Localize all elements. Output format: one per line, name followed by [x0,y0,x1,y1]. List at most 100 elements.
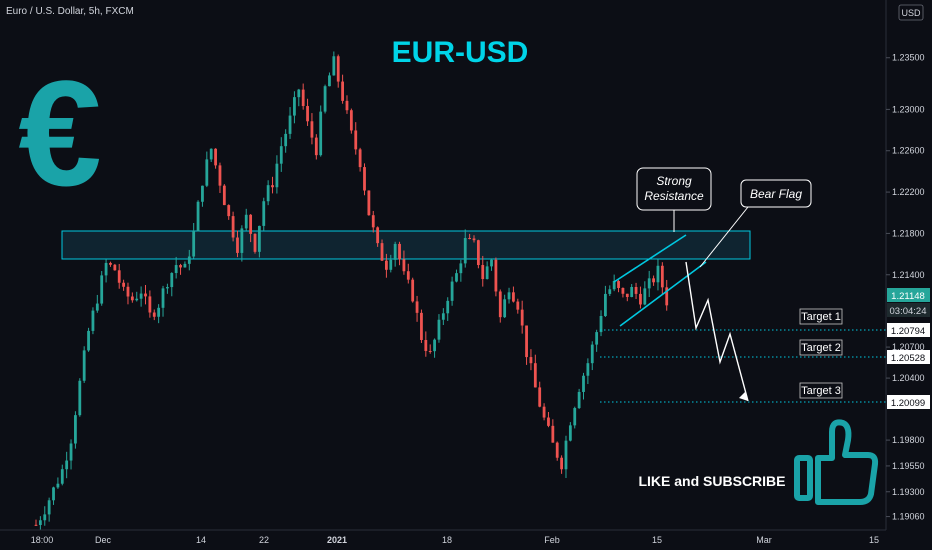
candle-body [157,307,161,317]
countdown-label: 03:04:24 [890,306,927,317]
candle-body [529,357,533,364]
candle-body [472,238,476,241]
candle-body [135,298,139,301]
candle-body [542,406,546,418]
candle-body [95,303,99,311]
candle-body [608,289,612,294]
candle-body [345,100,349,111]
price-tick-label: 1.21400 [892,270,925,280]
candle-body [555,442,559,458]
candle-body [656,265,660,283]
target-1-price-badge [887,323,930,337]
candlestick-series [34,51,669,530]
candle-body [47,500,51,515]
target-2-tag [799,339,843,356]
candle-body [446,300,450,314]
candle-body [82,350,86,381]
projection-path [685,261,749,402]
resistance-zone [61,230,751,260]
candle-body [69,443,73,461]
candle-body [358,149,362,168]
candle-body [257,225,261,252]
bear-flag-label: Bear Flag [750,187,802,201]
candle-body [643,288,647,305]
candle-body [617,281,620,288]
candle-body [297,89,301,98]
candle-body [660,265,664,288]
time-tick-label: 14 [196,535,206,545]
candle-body [236,237,239,253]
candle-body [354,130,358,150]
candle-body [275,163,279,188]
price-tick-label: 1.19060 [892,512,925,522]
candle-body [161,288,165,308]
candle-body [148,296,152,313]
candle-body [411,279,415,302]
candle-body [625,293,629,297]
countdown-badge [887,303,930,317]
price-tick-label: 1.21800 [892,228,925,238]
candle-body [599,316,603,333]
target-1-label: Target 1 [801,311,841,323]
target-3-label: Target 3 [801,385,841,397]
time-tick-label: 15 [652,535,662,545]
candle-body [100,275,104,304]
candle-body [393,243,397,260]
candle-body [152,312,156,317]
candle-body [174,265,178,274]
candle-body [525,325,528,358]
time-tick-label: 22 [259,535,269,545]
candle-body [433,339,436,352]
candle-body [284,133,288,147]
candle-body [288,115,292,134]
candle-body [582,375,585,392]
candle-body [183,263,187,268]
price-tick-label: 1.19300 [892,487,925,497]
price-axis[interactable]: 1.19060 1.19300 1.19550 1.19800 1.20400 1.207… [886,53,925,522]
price-tick-label: 1.22200 [892,187,925,197]
candle-body [376,227,380,244]
candle-body [630,286,634,297]
candle-body [218,165,222,186]
candle-body [227,205,231,217]
candle-body [573,408,577,426]
candle-body [547,417,550,426]
candle-body [459,263,463,274]
candle-body [310,121,314,138]
candle-body [279,146,283,164]
time-axis[interactable]: 18:00 Dec 14 22 2021 18 Feb 15 Mar 15 [31,535,879,545]
candle-body [201,185,204,202]
time-tick-label: 2021 [327,535,347,545]
candle-body [205,159,209,186]
candle-body [577,391,581,409]
strong-resistance-line-2: Resistance [644,189,704,203]
flag-lower-line [619,261,707,327]
candle-body [604,293,607,317]
candle-body [468,238,472,240]
candle-body [385,260,388,270]
candle-body [402,259,406,272]
candle-body [196,201,200,232]
like-subscribe-text: LIKE and SUBSCRIBE [638,473,785,489]
candle-body [323,86,327,112]
candle-body [126,286,130,297]
candle-body [586,363,590,376]
price-tick-label: 1.19550 [892,461,925,471]
current-price-label: 1.21148 [891,291,925,302]
currency-badge[interactable] [898,4,924,21]
candle-body [560,457,563,470]
candle-body [380,243,384,261]
candle-body [104,262,108,276]
candle-body [38,520,42,525]
candle-body [568,425,572,441]
candle-body [192,231,196,257]
candle-body [87,330,90,351]
candle-body [113,264,117,271]
flag-upper-line [613,234,687,283]
current-price-badge [887,288,930,302]
candle-body [551,425,555,443]
candle-body [56,483,60,488]
time-tick-label: Mar [756,535,772,545]
candle-body [476,240,480,266]
